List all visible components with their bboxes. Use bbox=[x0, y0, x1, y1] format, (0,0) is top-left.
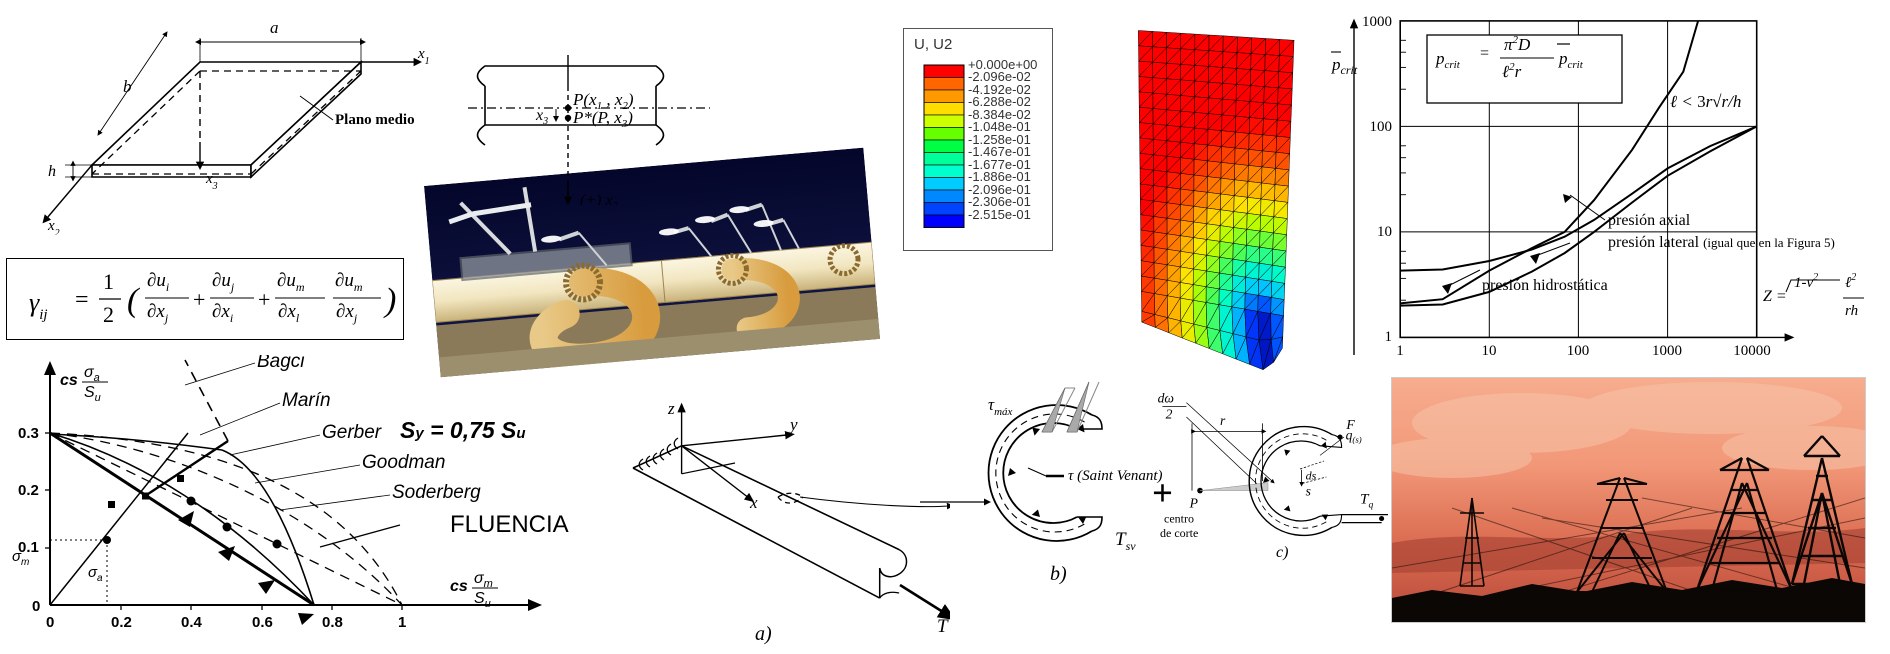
svg-text:x1: x1 bbox=[417, 46, 430, 67]
svg-text:z: z bbox=[667, 400, 675, 418]
svg-text:σm: σm bbox=[474, 570, 493, 590]
svg-text:0.1: 0.1 bbox=[18, 539, 39, 556]
svg-text:1: 1 bbox=[398, 614, 406, 631]
svg-text:1000: 1000 bbox=[1652, 343, 1682, 359]
svg-text:ℓ2: ℓ2 bbox=[1845, 272, 1856, 291]
svg-text:de corte: de corte bbox=[1160, 526, 1198, 540]
svg-text:T: T bbox=[937, 616, 949, 637]
svg-text:σa: σa bbox=[88, 564, 103, 584]
svg-text:x2: x2 bbox=[47, 218, 60, 235]
svg-text:presión axial: presión axial bbox=[1608, 212, 1691, 229]
svg-text:Su: Su bbox=[474, 590, 491, 610]
svg-text:1: 1 bbox=[1385, 329, 1393, 345]
svg-text:0.8: 0.8 bbox=[322, 614, 343, 631]
svg-text:r: r bbox=[1220, 413, 1226, 428]
svg-text:Soderberg: Soderberg bbox=[392, 482, 481, 503]
svg-text:a: a bbox=[270, 18, 279, 37]
svg-text:π2D: π2D bbox=[1504, 34, 1531, 54]
svg-text:=: = bbox=[75, 287, 89, 313]
svg-text:0: 0 bbox=[46, 614, 54, 631]
svg-text:s: s bbox=[1306, 483, 1311, 498]
svg-text:0.4: 0.4 bbox=[181, 614, 203, 631]
svg-text:Su: Su bbox=[84, 384, 101, 404]
svg-text:10: 10 bbox=[1482, 343, 1497, 359]
svg-text:P: P bbox=[1189, 495, 1198, 510]
svg-text:∂um: ∂um bbox=[277, 270, 305, 294]
svg-text:10000: 10000 bbox=[1733, 343, 1771, 359]
svg-text:Z =: Z = bbox=[1763, 288, 1787, 305]
svg-text:(: ( bbox=[127, 282, 141, 319]
svg-text:0.3: 0.3 bbox=[18, 425, 39, 442]
svg-text:y: y bbox=[788, 415, 798, 434]
svg-text:0.6: 0.6 bbox=[252, 614, 273, 631]
svg-text:+: + bbox=[193, 287, 205, 312]
svg-text:cs: cs bbox=[60, 372, 78, 389]
svg-text:FLUENCIA: FLUENCIA bbox=[450, 511, 569, 538]
svg-text:Goodman: Goodman bbox=[362, 452, 445, 473]
svg-text:dω: dω bbox=[1158, 391, 1174, 406]
svg-text:0.2: 0.2 bbox=[18, 482, 39, 499]
svg-text:0.2: 0.2 bbox=[111, 614, 132, 631]
svg-text:Gerber: Gerber bbox=[322, 422, 382, 443]
svg-text:-2.515e-01: -2.515e-01 bbox=[968, 207, 1031, 222]
svg-text:∂uj: ∂uj bbox=[212, 270, 235, 294]
svg-text:∂xi: ∂xi bbox=[212, 301, 233, 325]
svg-text:Bagci: Bagci bbox=[257, 355, 305, 372]
svg-text:rh: rh bbox=[1845, 303, 1858, 319]
svg-text:1000: 1000 bbox=[1362, 15, 1392, 30]
svg-text:+: + bbox=[258, 287, 270, 312]
svg-text:γij: γij bbox=[29, 288, 48, 323]
svg-text:centro: centro bbox=[1164, 512, 1194, 526]
svg-text:1: 1 bbox=[103, 269, 114, 294]
svg-text:1-ν2: 1-ν2 bbox=[1794, 272, 1818, 291]
svg-text:ds: ds bbox=[1306, 468, 1317, 482]
svg-text:2: 2 bbox=[1166, 407, 1173, 422]
svg-text:Tq: Tq bbox=[1360, 490, 1373, 510]
svg-text:10: 10 bbox=[1377, 224, 1392, 240]
svg-text:σa: σa bbox=[84, 364, 100, 384]
svg-text:∂ui: ∂ui bbox=[147, 270, 169, 294]
svg-text:): ) bbox=[383, 282, 396, 319]
svg-text:Plano medio: Plano medio bbox=[335, 112, 415, 128]
svg-text:∂xl: ∂xl bbox=[278, 301, 300, 325]
svg-text:100: 100 bbox=[1370, 119, 1393, 135]
svg-text:presión lateral (igual que en: presión lateral (igual que en la Figura … bbox=[1608, 234, 1835, 251]
svg-text:0: 0 bbox=[32, 598, 40, 615]
svg-text:b: b bbox=[123, 77, 132, 96]
svg-text:b): b) bbox=[1050, 563, 1067, 585]
svg-text:U, U2: U, U2 bbox=[914, 36, 952, 53]
svg-text:cs: cs bbox=[450, 578, 468, 595]
svg-text:h: h bbox=[48, 163, 56, 180]
svg-text:1: 1 bbox=[1396, 343, 1404, 359]
svg-text:∂xj: ∂xj bbox=[336, 301, 358, 325]
svg-text:∂xj: ∂xj bbox=[147, 301, 169, 325]
svg-text:x: x bbox=[749, 493, 758, 512]
svg-text:ℓ < 3r√r/h: ℓ < 3r√r/h bbox=[1670, 92, 1741, 111]
svg-text:∂um: ∂um bbox=[335, 270, 363, 294]
svg-text:Tsv: Tsv bbox=[1115, 529, 1136, 553]
svg-text:=: = bbox=[1480, 45, 1489, 62]
svg-text:c): c) bbox=[1276, 544, 1288, 561]
svg-text:x3: x3 bbox=[535, 107, 548, 127]
svg-text:2: 2 bbox=[103, 302, 114, 327]
svg-text:100: 100 bbox=[1567, 343, 1590, 359]
svg-text:+: + bbox=[1152, 472, 1173, 513]
svg-text:Marín: Marín bbox=[282, 390, 331, 411]
svg-text:(+) x3: (+) x3 bbox=[580, 192, 619, 205]
svg-text:presión hidrostática: presión hidrostática bbox=[1482, 277, 1608, 294]
svg-text:τmáx: τmáx bbox=[988, 395, 1013, 418]
svg-text:a): a) bbox=[755, 623, 772, 645]
